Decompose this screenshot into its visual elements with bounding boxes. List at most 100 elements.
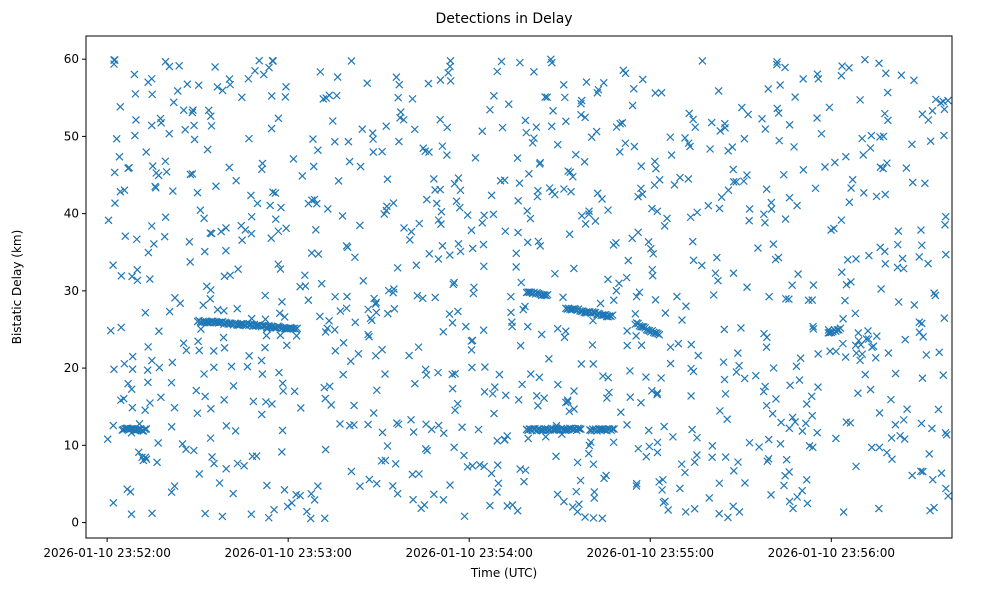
scatter-point [268,188,277,197]
scatter-point [698,56,707,65]
scatter-point [553,490,562,499]
scatter-point [651,329,659,338]
scatter-point [251,66,259,75]
scatter-point [293,324,302,333]
scatter-point [222,421,231,430]
scatter-point [183,80,192,89]
scatter-point [165,307,174,316]
scatter-point [781,215,790,223]
scatter-point [809,281,818,289]
scatter-point [575,306,584,315]
scatter-point [803,499,812,508]
scatter-point [123,485,132,494]
scatter-point [899,415,908,424]
scatter-point [152,169,161,177]
scatter-point [201,509,210,518]
scatter-point [880,247,889,256]
scatter-point [692,451,701,460]
scatter-point [278,426,287,435]
y-tick-label: 30 [64,284,79,298]
scatter-point [434,255,443,264]
scatter-point [908,471,917,480]
scatter-point [389,288,398,297]
scatter-point [392,419,401,427]
scatter-point [715,406,724,415]
scatter-point [721,389,730,398]
scatter-point [715,479,724,488]
scatter-point [690,504,699,513]
scatter-point [395,80,404,89]
scatter-point [400,224,408,232]
scatter-point [199,301,208,310]
scatter-point [182,346,191,355]
scatter-point [427,425,436,434]
scatter-point [561,117,570,126]
scatter-point [772,394,780,403]
scatter-point [721,453,730,461]
scatter-point [151,183,160,192]
scatter-point [773,104,782,113]
scatter-point [339,338,348,347]
scatter-point [659,498,668,507]
scatter-point [261,397,270,406]
scatter-point [175,61,184,70]
scatter-point [257,356,266,365]
scatter-point [559,80,568,89]
scatter-point [876,132,884,141]
y-tick-label: 20 [64,361,79,375]
scatter-point [244,74,253,83]
scatter-point [249,397,258,406]
scatter-point [918,374,927,383]
scatter-point [526,214,535,223]
scatter-point [369,135,378,144]
scatter-point [715,509,724,518]
scatter-point [785,497,794,506]
scatter-point [623,341,632,350]
scatter-point [132,235,141,244]
scatter-point [660,422,669,431]
scatter-point [393,263,402,272]
scatter-point [576,425,585,434]
scatter-point [185,237,194,246]
scatter-point [258,159,267,168]
scatter-point [560,93,569,102]
scatter-point [902,164,911,172]
scatter-point [717,193,726,202]
scatter-point [648,265,657,274]
scatter-point [877,284,886,293]
scatter-point [434,368,442,377]
scatter-point [232,176,241,185]
scatter-point [206,112,215,121]
scatter-point [575,425,584,433]
scatter-point [762,343,771,352]
scatter-point [181,125,190,134]
scatter-point [645,442,654,451]
scatter-point [808,443,817,452]
scatter-point [418,294,427,303]
scatter-point [569,264,578,273]
scatter-point [786,381,795,390]
scatter-point [371,351,380,360]
scatter-point [827,226,836,234]
scatter-point [382,122,391,131]
scatter-point [559,497,568,506]
scatter-point [773,57,781,66]
scatter-point [691,123,700,132]
scatter-point [540,394,549,403]
scatter-point [729,466,738,475]
scatter-point [253,199,262,208]
scatter-point [436,115,445,124]
scatter-point [524,434,533,443]
scatter-point [332,91,341,100]
scatter-point [524,288,532,296]
scatter-point [893,263,902,272]
scatter-point [831,434,840,443]
scatter-point [655,477,664,486]
scatter-point [475,460,484,469]
scatter-point [793,493,802,501]
scatter-point [408,470,417,479]
scatter-point [826,347,834,356]
scatter-point [767,198,776,207]
scatter-point [233,459,242,468]
scatter-point [195,470,204,478]
